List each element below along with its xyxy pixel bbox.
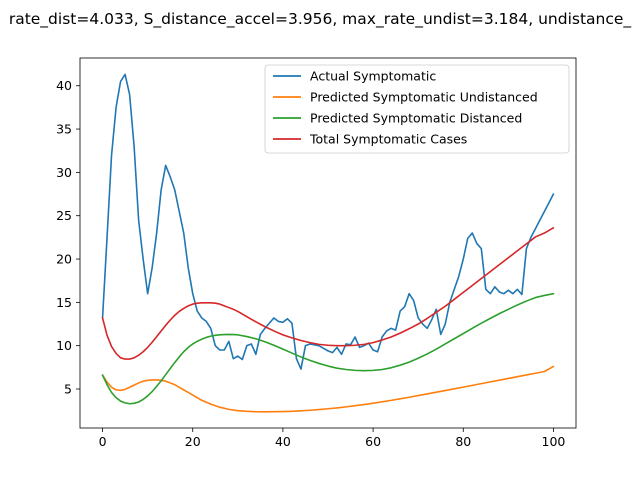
series-line-3	[101, 292, 555, 405]
axes-frame	[79, 57, 577, 429]
x-tick-label: 60	[365, 434, 381, 449]
y-tick-label: 5	[64, 382, 72, 397]
legend-box	[264, 64, 570, 154]
y-tick-label: 30	[56, 165, 72, 180]
y-axis: 5 10 15 20 25 30 35 40	[56, 78, 80, 397]
legend-entry: Total Symptomatic Cases	[309, 132, 467, 147]
series-line-2	[101, 365, 555, 413]
y-tick-label: 15	[56, 295, 72, 310]
legend-entry: Predicted Symptomatic Distanced	[310, 111, 522, 126]
y-tick-label: 40	[56, 78, 72, 93]
x-tick-label: 20	[185, 434, 201, 449]
y-tick-label: 20	[56, 252, 72, 267]
x-tick-label: 0	[99, 434, 107, 449]
y-tick-label: 35	[56, 122, 72, 137]
y-tick-label: 25	[56, 208, 72, 223]
x-tick-label: 100	[542, 434, 566, 449]
legend-entry: Actual Symptomatic	[310, 69, 436, 84]
series-line-4	[101, 227, 555, 360]
legend: Actual Symptomatic Predicted Symptomatic …	[264, 64, 570, 154]
plot-area	[101, 73, 555, 413]
x-axis: 0 20 40 60 80 100	[99, 428, 566, 449]
chart-title: rate_dist=4.033, S_distance_accel=3.956,…	[8, 10, 632, 28]
x-tick-label: 80	[455, 434, 471, 449]
legend-entry: Predicted Symptomatic Undistanced	[310, 90, 538, 105]
series-line-1	[101, 73, 555, 370]
x-tick-label: 40	[275, 434, 291, 449]
y-tick-label: 10	[56, 338, 72, 353]
